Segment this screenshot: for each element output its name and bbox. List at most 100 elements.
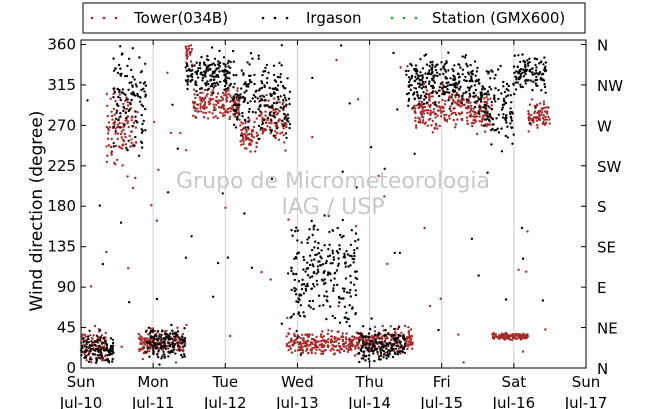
data-point-irgason <box>354 293 358 297</box>
data-point-irgason <box>327 214 330 217</box>
data-point-irgason <box>512 83 515 87</box>
data-point-irgason <box>258 88 261 92</box>
data-point-tower <box>439 115 443 118</box>
data-point-irgason <box>280 322 283 325</box>
data-point-irgason <box>125 98 128 101</box>
data-point-irgason <box>291 234 294 237</box>
data-point-irgason <box>95 340 98 343</box>
data-point-irgason <box>118 90 121 94</box>
data-point-irgason <box>155 334 158 338</box>
data-point-irgason <box>506 94 510 97</box>
data-point-tower <box>511 334 514 337</box>
data-point-irgason <box>90 347 93 351</box>
data-point-irgason <box>494 100 497 103</box>
data-point-irgason <box>261 82 264 85</box>
data-point-irgason <box>306 241 309 245</box>
data-point-irgason <box>399 341 402 344</box>
data-point-tower <box>417 116 420 120</box>
data-point-irgason <box>408 78 412 82</box>
data-point-irgason <box>177 336 180 339</box>
data-point-irgason <box>447 51 450 54</box>
data-point-irgason <box>411 93 415 96</box>
data-point-irgason <box>206 54 209 58</box>
data-point-tower <box>199 107 202 110</box>
data-point-irgason <box>470 237 474 240</box>
data-point-irgason <box>125 146 128 150</box>
data-point-tower <box>531 98 534 101</box>
data-point-irgason <box>161 341 164 344</box>
data-point-irgason <box>414 69 417 73</box>
data-point-irgason <box>342 297 345 300</box>
data-point-irgason <box>402 346 406 349</box>
data-point-irgason <box>239 93 242 96</box>
data-point-tower <box>456 118 459 121</box>
data-point-tower <box>285 344 288 348</box>
data-point-irgason <box>254 90 257 93</box>
data-point-irgason <box>473 60 477 63</box>
data-point-irgason <box>102 347 105 350</box>
data-point-tower <box>134 176 137 180</box>
data-point-irgason <box>520 226 524 230</box>
data-point-irgason <box>376 333 380 337</box>
data-point-tower <box>540 107 543 110</box>
x-tick-label-date: Jul-15 <box>419 394 463 409</box>
x-tick-label-day: Sun <box>572 373 601 391</box>
legend-marker-irgason <box>261 16 265 20</box>
data-point-tower <box>429 109 432 112</box>
data-point-irgason <box>420 87 423 90</box>
data-point-irgason <box>118 126 121 129</box>
data-point-irgason <box>434 101 437 104</box>
data-point-tower <box>507 334 510 337</box>
y-tick-label: 45 <box>57 319 76 337</box>
data-point-irgason <box>450 102 454 106</box>
data-point-tower <box>439 297 442 300</box>
data-point-irgason <box>266 77 269 80</box>
data-point-irgason <box>238 97 241 100</box>
data-point-irgason <box>505 88 508 91</box>
data-point-irgason <box>353 283 356 286</box>
data-point-tower <box>142 340 145 344</box>
data-point-tower <box>540 113 543 116</box>
data-point-tower <box>347 344 350 347</box>
data-point-irgason <box>373 345 376 348</box>
data-point-irgason <box>429 61 432 64</box>
data-point-tower <box>202 98 206 101</box>
data-point-irgason <box>260 80 263 83</box>
data-point-tower <box>339 351 342 354</box>
data-point-irgason <box>348 324 351 328</box>
y-tick-label: 360 <box>47 35 76 53</box>
data-point-irgason <box>184 256 188 259</box>
data-point-tower <box>473 113 477 116</box>
data-point-irgason <box>232 73 235 77</box>
data-point-irgason <box>288 126 291 130</box>
data-point-tower <box>240 143 243 146</box>
data-point-irgason <box>432 79 435 82</box>
data-point-irgason <box>440 61 443 64</box>
data-point-tower <box>426 124 429 127</box>
data-point-irgason <box>248 107 251 111</box>
data-point-tower <box>259 114 262 118</box>
axis-ticks: SunJul-10MonJul-11TueJul-12WedJul-13ThuJ… <box>47 35 623 409</box>
data-point-irgason <box>328 243 331 246</box>
data-point-irgason <box>367 332 371 335</box>
data-point-tower <box>533 112 536 115</box>
data-point-tower <box>420 100 424 104</box>
data-point-irgason <box>328 230 331 234</box>
data-point-tower <box>377 174 380 178</box>
data-point-tower <box>244 121 247 125</box>
data-point-irgason <box>337 262 340 265</box>
data-point-tower <box>273 97 276 100</box>
data-point-tower <box>469 101 472 104</box>
data-point-tower <box>541 111 544 114</box>
data-point-irgason <box>126 148 129 152</box>
data-point-irgason <box>372 352 375 355</box>
data-point-irgason <box>279 73 282 76</box>
data-point-tower <box>182 350 185 353</box>
data-point-irgason <box>234 93 237 96</box>
data-point-tower <box>247 137 250 141</box>
data-point-tower <box>216 116 219 120</box>
data-point-tower <box>478 115 481 118</box>
data-point-irgason <box>232 123 236 127</box>
data-point-tower <box>267 99 270 102</box>
data-point-irgason <box>318 304 321 308</box>
